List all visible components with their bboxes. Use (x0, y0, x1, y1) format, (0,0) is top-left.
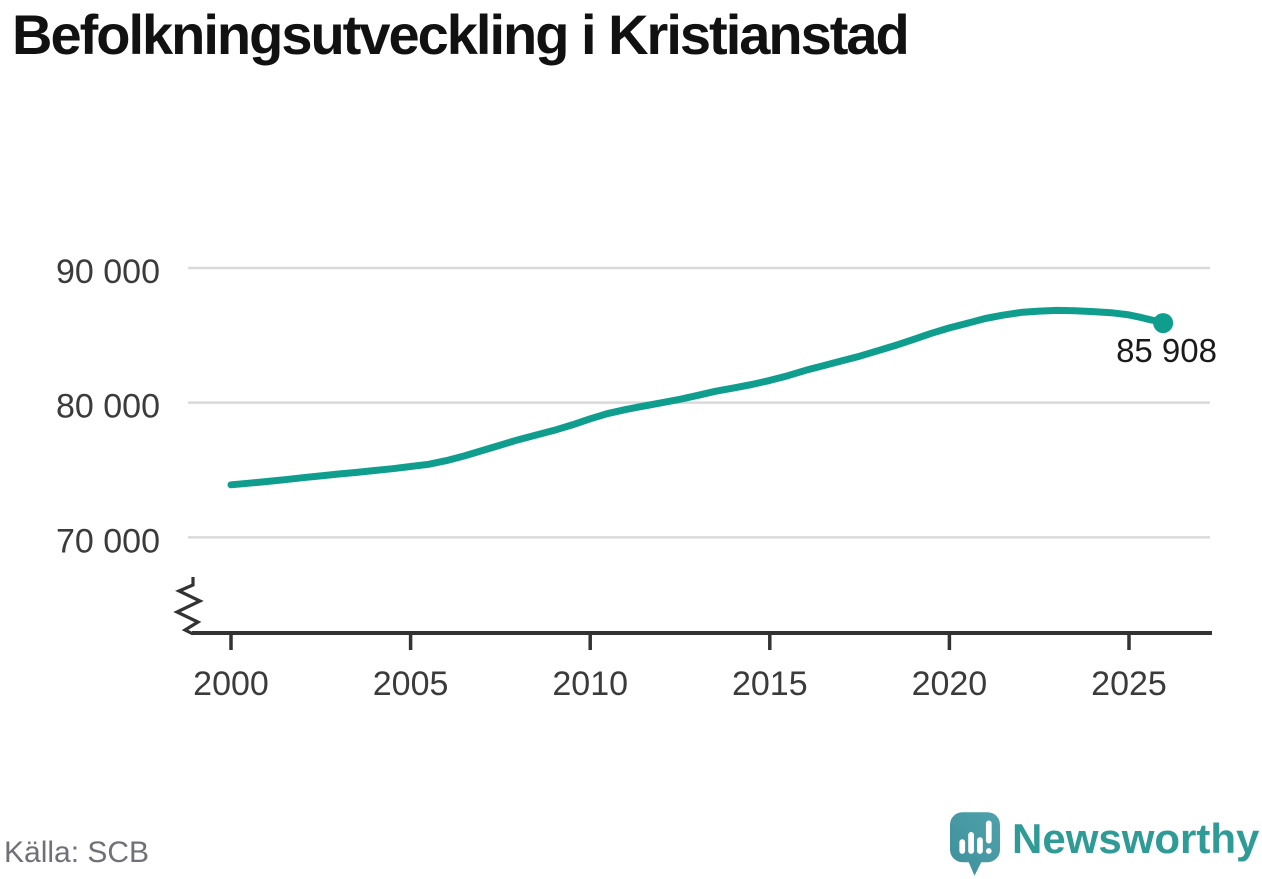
newsworthy-wordmark: Newsworthy (1012, 815, 1260, 862)
newsworthy-speech-bubble-bar-chart-icon (950, 812, 1000, 876)
x-tick-label: 2020 (912, 665, 988, 703)
x-tick-label: 2005 (373, 665, 449, 703)
y-axis-tick-labels: 90 000 80 000 70 000 (56, 253, 160, 560)
x-tick-label: 2010 (552, 665, 628, 703)
x-tick-label: 2015 (732, 665, 808, 703)
logo-bars (959, 820, 992, 854)
y-tick-label: 90 000 (56, 253, 160, 291)
end-point-dot (1153, 313, 1174, 334)
x-tick-label: 2000 (193, 665, 269, 703)
x-axis: 2000 2005 2010 2015 2020 2025 (192, 631, 1212, 703)
page-title: Befolkningsutveckling i Kristianstad (12, 3, 910, 66)
line-series (227, 306, 1174, 489)
source-note: Källa: SCB (4, 836, 150, 869)
newsworthy-logo: Newsworthy (950, 812, 1259, 877)
end-value-label: 85 908 (1116, 332, 1217, 369)
y-tick-label: 70 000 (56, 522, 160, 560)
end-value-text: 85 908 (1116, 332, 1217, 369)
y-tick-label: 80 000 (56, 388, 160, 426)
gridlines (188, 266, 1210, 539)
x-tick-label: 2025 (1091, 665, 1167, 703)
population-line (227, 306, 1167, 489)
axis-break-zigzag (173, 577, 204, 636)
axis-break-icon (173, 577, 204, 636)
